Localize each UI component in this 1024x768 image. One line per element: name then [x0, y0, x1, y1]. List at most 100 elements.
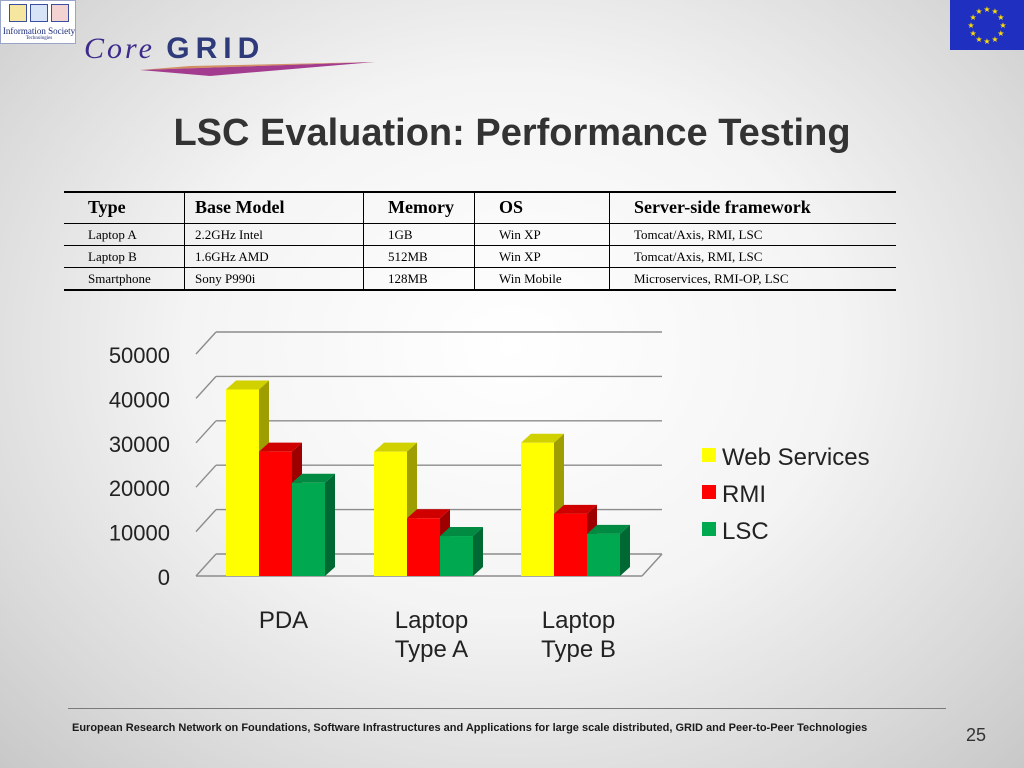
- bar-top: [407, 509, 450, 519]
- table-cell: Sony P990i: [184, 267, 364, 291]
- bar-top: [259, 442, 302, 452]
- eu-star-icon: ★: [975, 7, 982, 16]
- table-header-cell: Type: [64, 191, 185, 224]
- eu-stars-icon: ★ ★★★★★★★★★★★: [967, 5, 1006, 46]
- bar: [226, 389, 259, 576]
- table-row: Laptop B 1.6GHz AMD 512MB Win XP Tomcat/…: [64, 245, 896, 268]
- table-cell: Tomcat/Axis, RMI, LSC: [609, 223, 896, 246]
- ist-logo-icons: [9, 4, 69, 22]
- bar-side: [292, 442, 302, 576]
- information-society-logo: Information Society Technologies: [0, 0, 76, 44]
- gridline-depth: [195, 331, 217, 355]
- device-spec-table: Type Base Model Memory OS Server-side fr…: [64, 191, 896, 291]
- table-cell: 512MB: [363, 245, 475, 268]
- x-tick-label: PDA: [259, 607, 308, 634]
- eu-star-icon: ★: [970, 29, 977, 38]
- bar-top: [226, 380, 269, 390]
- y-tick-label: 50000: [109, 343, 170, 368]
- approx-icon: [51, 4, 69, 22]
- table-header-cell: Memory: [363, 191, 475, 224]
- footer-text: European Research Network on Foundations…: [72, 722, 868, 734]
- bar-top: [292, 473, 335, 483]
- table-header-row: Type Base Model Memory OS Server-side fr…: [64, 191, 896, 224]
- bar: [374, 451, 407, 576]
- gridline-depth: [195, 509, 217, 533]
- wave-icon: [30, 4, 48, 22]
- chart-floor-edge: [641, 553, 663, 577]
- eu-star-icon: ★: [997, 13, 1004, 22]
- bar-top: [554, 504, 597, 514]
- bar-side: [554, 433, 564, 576]
- footer-divider: [68, 708, 946, 709]
- bar-top: [587, 524, 630, 534]
- bar: [587, 533, 620, 576]
- y-tick-label: 40000: [109, 387, 170, 412]
- bar-side: [259, 380, 269, 576]
- table-cell: Laptop A: [64, 223, 185, 246]
- gridline-depth: [195, 464, 217, 488]
- table-cell: Tomcat/Axis, RMI, LSC: [609, 245, 896, 268]
- y-tick-label: 10000: [109, 521, 170, 546]
- bar-side: [587, 504, 597, 576]
- y-tick-label: 20000: [109, 476, 170, 501]
- eu-star-icon: ★: [997, 29, 1004, 38]
- bar-side: [440, 509, 450, 576]
- table-header-cell: OS: [474, 191, 610, 224]
- coregrid-swoosh: [140, 62, 375, 76]
- table-cell: 1.6GHz AMD: [184, 245, 364, 268]
- table-cell: 1GB: [363, 223, 475, 246]
- bar: [407, 518, 440, 576]
- bar-side: [407, 442, 417, 576]
- arrow-icon: [9, 4, 27, 22]
- x-tick-label: Type A: [395, 636, 468, 663]
- coregrid-grid-text: GRID: [166, 32, 266, 65]
- table-cell: Laptop B: [64, 245, 185, 268]
- table-header-cell: Server-side framework: [609, 191, 896, 224]
- legend-swatch: [702, 448, 716, 462]
- table-cell: Win XP: [474, 245, 610, 268]
- legend-label: LSC: [722, 518, 769, 545]
- gridline-depth: [195, 420, 217, 444]
- x-tick-label: Laptop: [395, 607, 468, 634]
- eu-star-icon: ★: [991, 35, 998, 44]
- gridline-depth: [195, 375, 217, 399]
- bar: [554, 513, 587, 576]
- bar: [521, 442, 554, 576]
- bar-side: [620, 524, 630, 576]
- bar-top: [374, 442, 417, 452]
- ist-logo-subtext: Technologies: [25, 36, 53, 41]
- bar: [440, 536, 473, 576]
- table-cell: Smartphone: [64, 267, 185, 291]
- table-row: Laptop A 2.2GHz Intel 1GB Win XP Tomcat/…: [64, 223, 896, 246]
- bar: [259, 451, 292, 576]
- ist-logo-text: Information Society: [2, 26, 76, 36]
- bar-side: [325, 473, 335, 576]
- table-header-cell: Base Model: [184, 191, 364, 224]
- bar-top: [440, 527, 483, 537]
- page-number: 25: [966, 725, 987, 745]
- bar-top: [521, 433, 564, 443]
- table-cell: Microservices, RMI-OP, LSC: [609, 267, 896, 291]
- legend-swatch: [702, 485, 716, 499]
- eu-star-icon: ★: [999, 21, 1006, 30]
- eu-star-icon: ★: [983, 37, 990, 46]
- x-tick-label: Type B: [541, 636, 616, 663]
- y-tick-label: 0: [158, 565, 170, 590]
- gridline-depth: [195, 553, 217, 577]
- table-cell: Win Mobile: [474, 267, 610, 291]
- eu-flag-logo: ★ ★ ★ ★ ★ ★ ★ ★ ★ ★ ★ ★: [950, 0, 1024, 50]
- slide-title: LSC Evaluation: Performance Testing: [173, 112, 851, 154]
- x-tick-label: Laptop: [542, 607, 615, 634]
- table-cell: Win XP: [474, 223, 610, 246]
- table-cell: 128MB: [363, 267, 475, 291]
- eu-star-icon: ★: [970, 13, 977, 22]
- legend-swatch: [702, 522, 716, 536]
- coregrid-core-text: Core: [84, 32, 155, 65]
- bar: [292, 482, 325, 576]
- coregrid-logo: Core GRID: [80, 26, 380, 78]
- y-tick-label: 30000: [109, 432, 170, 457]
- eu-star-icon: ★: [991, 7, 998, 16]
- eu-star-icon: ★: [975, 35, 982, 44]
- eu-star-icon: ★: [983, 5, 990, 14]
- legend-label: RMI: [722, 481, 766, 508]
